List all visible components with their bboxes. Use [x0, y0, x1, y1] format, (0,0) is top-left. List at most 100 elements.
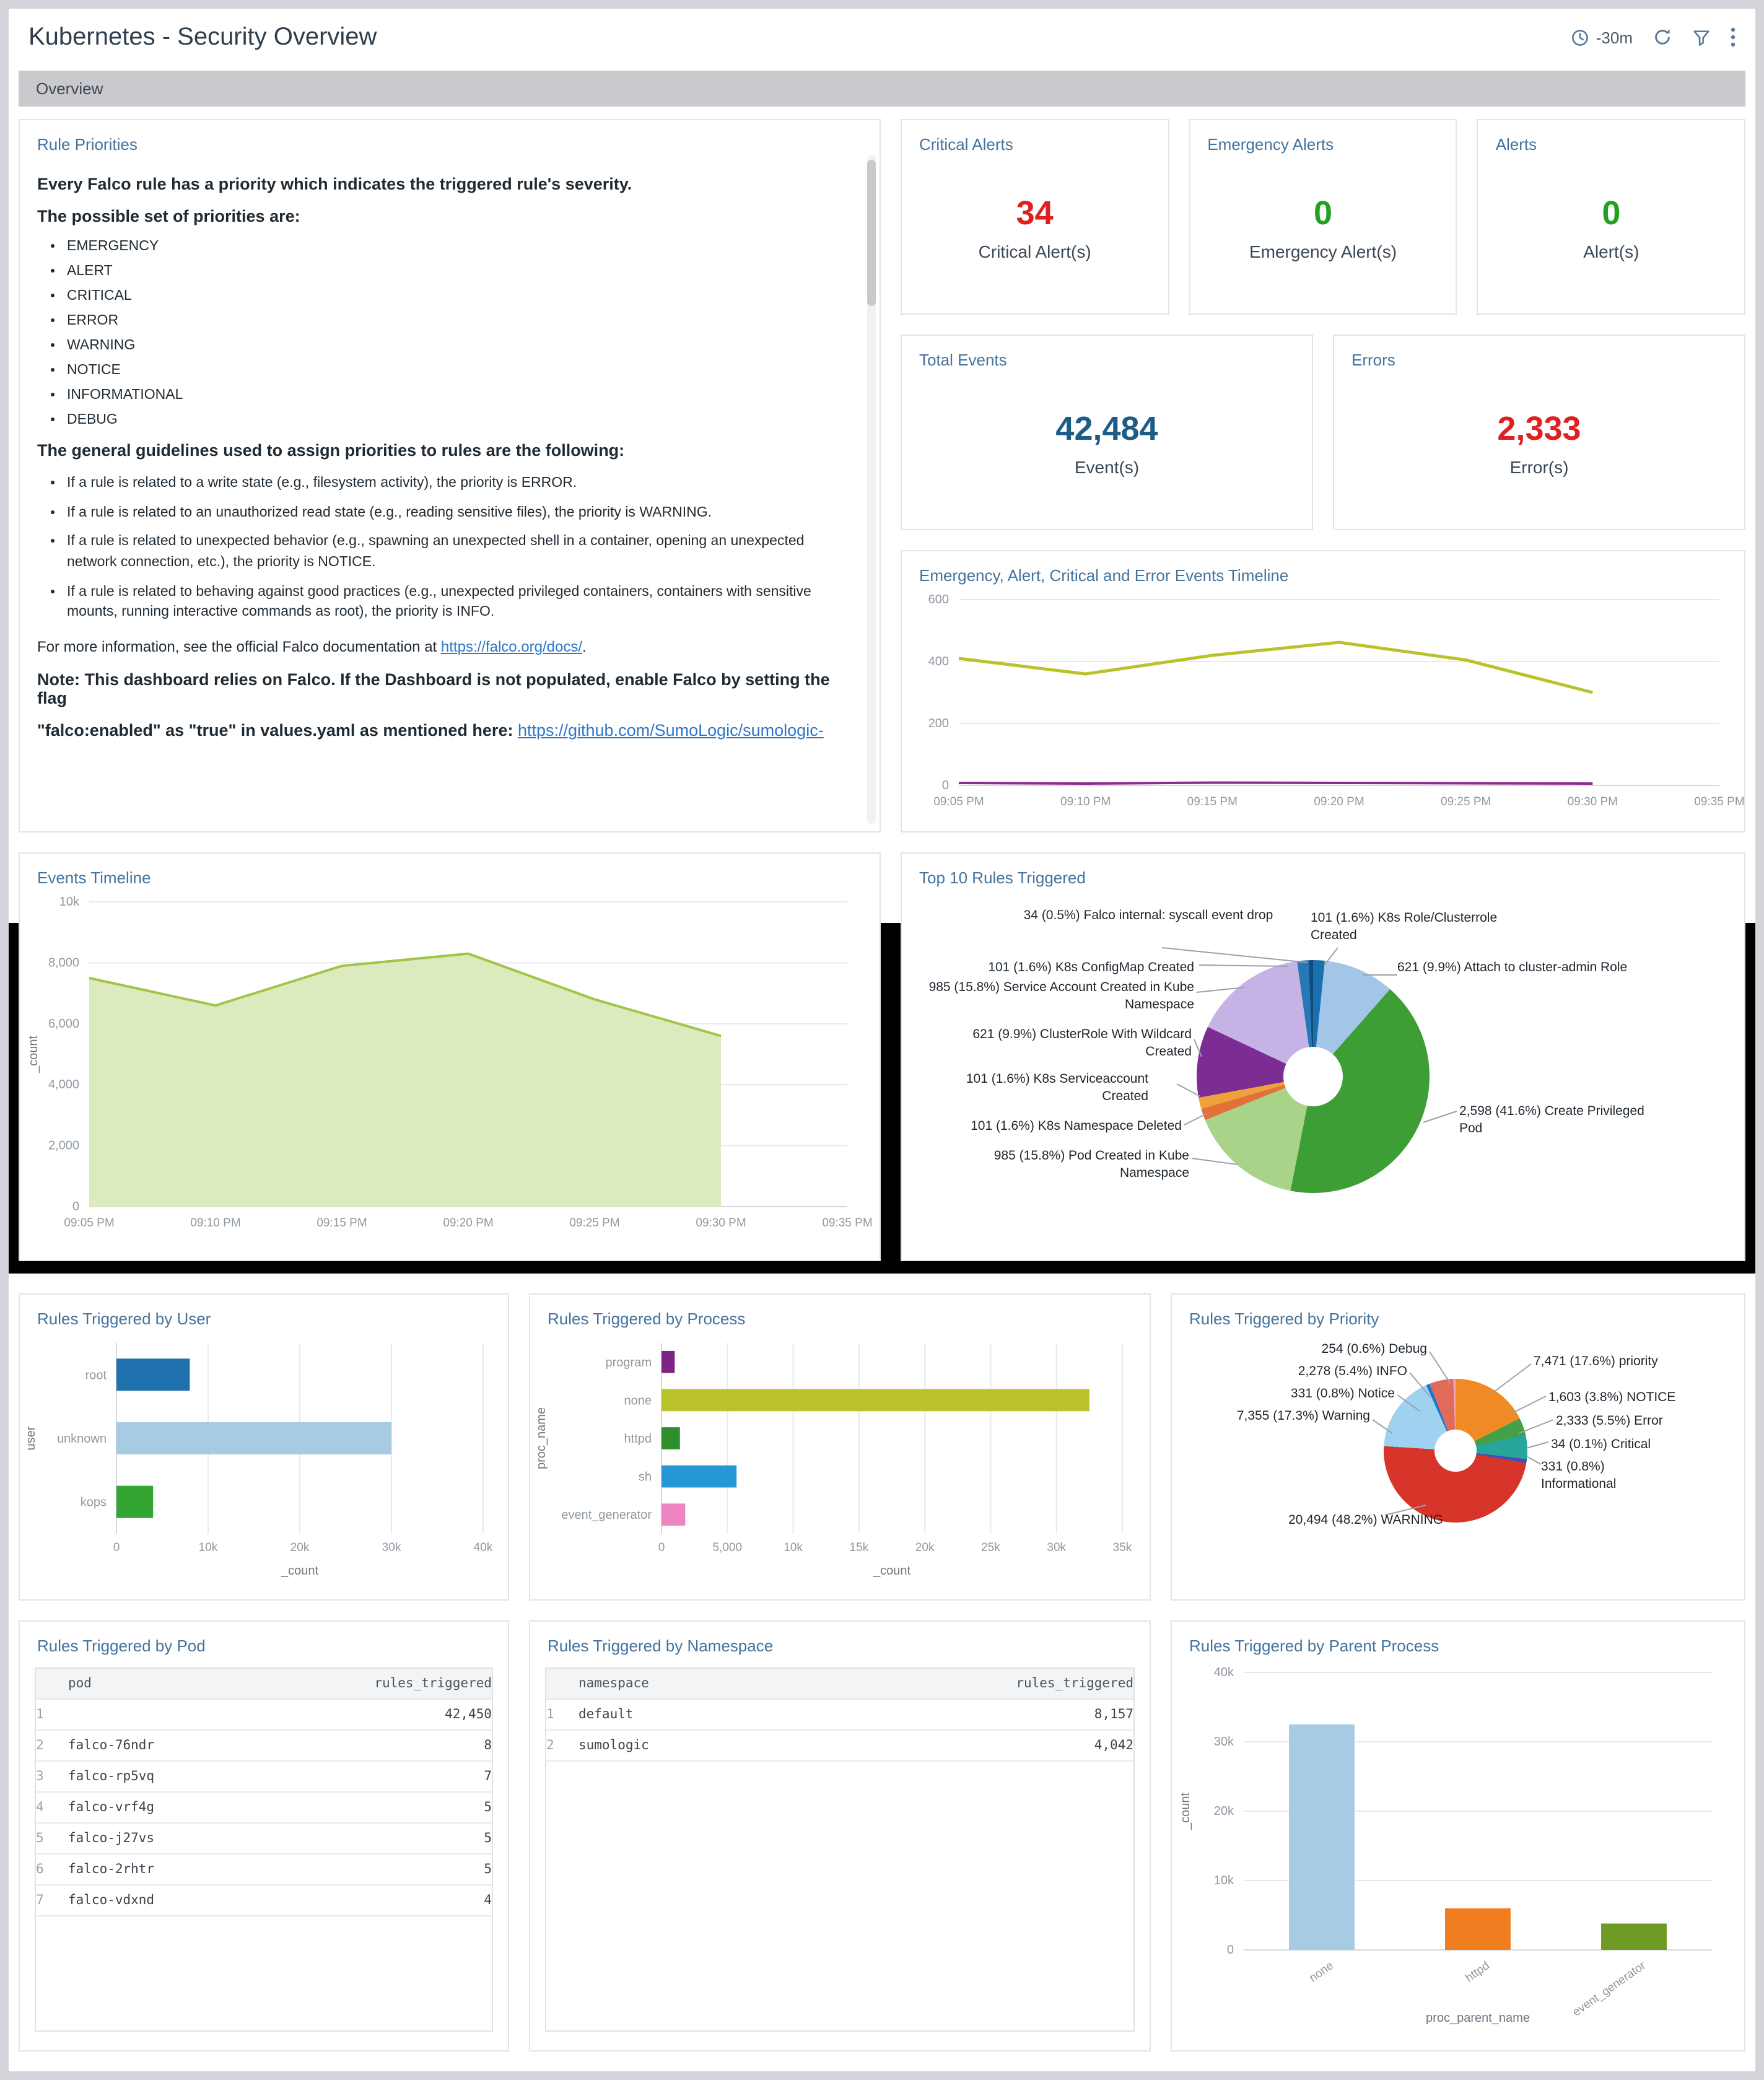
- time-range-button[interactable]: -30m: [1571, 28, 1633, 46]
- svg-text:600: 600: [928, 593, 949, 606]
- pie-label-info: 2,278 (5.4%) INFO: [1298, 1364, 1407, 1379]
- svg-text:09:05 PM: 09:05 PM: [933, 795, 984, 808]
- header: Kubernetes - Security Overview -30m: [9, 9, 1755, 66]
- kpi-errors: Errors 2,333 Error(s): [1333, 334, 1745, 530]
- svg-text:09:25 PM: 09:25 PM: [569, 1217, 619, 1230]
- rules_by_namespace: namespace rules_triggered 1 default 8,157 2 su…: [546, 1669, 1133, 1762]
- table-row: 1 42,450: [36, 1699, 492, 1731]
- list-item: WARNING: [67, 338, 847, 353]
- list-item: NOTICE: [67, 363, 847, 378]
- panel-title: Rules Triggered by Namespace: [548, 1636, 774, 1655]
- pie-label-error: 2,333 (5.5%) Error: [1556, 1414, 1663, 1428]
- dashboard: Kubernetes - Security Overview -30m Over…: [9, 9, 1755, 2071]
- svg-text:09:25 PM: 09:25 PM: [1441, 795, 1491, 808]
- panel-rules-by-user: Rules Triggered by User 0 10k 20k 30k 40k roo…: [19, 1293, 509, 1601]
- svg-text:30k: 30k: [382, 1541, 401, 1554]
- rules-by-process-chart[interactable]: 0 5,000 10k 15k 20k 25k 30k 35k program none httpd…: [530, 1328, 1150, 1581]
- kpi-alerts: Alerts 0 Alert(s): [1477, 119, 1746, 315]
- kpi-label: Event(s): [1074, 457, 1140, 476]
- guidelines-heading: The general guidelines used to assign pr…: [37, 441, 625, 460]
- svg-text:_count: _count: [281, 1564, 318, 1578]
- panel-title: Emergency Alerts: [1207, 135, 1334, 154]
- svg-text:20k: 20k: [1214, 1804, 1234, 1818]
- kpi-total-events: Total Events 42,484 Event(s): [901, 334, 1313, 530]
- svg-text:40k: 40k: [1214, 1666, 1234, 1679]
- panel-top-rules: Top 10 Rules Triggered 101 (1.6%) K8s Ro…: [901, 852, 1745, 1261]
- svg-text:none: none: [624, 1394, 652, 1407]
- panel-title: Emergency, Alert, Critical and Error Eve…: [919, 566, 1289, 585]
- scrollbar-track: [867, 155, 876, 824]
- pie-label-warning-upper: 20,494 (48.2%) WARNING: [1288, 1513, 1444, 1527]
- kpi-label: Emergency Alert(s): [1249, 241, 1397, 261]
- donut-hole: [1283, 1047, 1343, 1106]
- note-line-2-text: "falco:enabled" as "true" in values.yaml…: [37, 721, 518, 740]
- guidelines-list: If a rule is related to a write state (e…: [37, 473, 847, 623]
- rules-by-priority-chart[interactable]: 7,471 (17.6%) priority 1,603 (3.8%) NOTI…: [1172, 1295, 1744, 1599]
- table-row: 3 falco-rp5vq 7: [36, 1761, 492, 1793]
- rules-by-parent-chart[interactable]: 0 10k 20k 30k 40k none httpd event_generator pro…: [1172, 1655, 1744, 2032]
- c-user-svg: 0 10k 20k 30k 40k root unknown kops _count user: [24, 1343, 493, 1578]
- svg-text:program: program: [606, 1356, 652, 1370]
- svg-text:proc_name: proc_name: [535, 1407, 548, 1469]
- top-rules-chart[interactable]: 101 (1.6%) K8s Role/Clusterrole Created …: [902, 854, 1744, 1260]
- priorities-list: EMERGENCY ALERT CRITICAL ERROR WARNING NOTICE…: [37, 239, 847, 427]
- refresh-icon[interactable]: [1653, 27, 1672, 47]
- table-row: 7 falco-vdxnd 4: [36, 1885, 492, 1916]
- note-line-2: "falco:enabled" as "true" in values.yaml…: [37, 721, 847, 740]
- rules-by-namespace-table[interactable]: namespace rules_triggered 1 default 8,157 2 su…: [545, 1667, 1135, 2032]
- svg-text:09:35 PM: 09:35 PM: [822, 1217, 872, 1230]
- kpi-value: 0: [1602, 194, 1621, 231]
- panel-title: Alerts: [1495, 135, 1537, 154]
- rules-by-pod-table[interactable]: pod rules_triggered 1 42,450 2 falco-76ndr 8 3 f…: [35, 1667, 493, 2032]
- svg-text:unknown: unknown: [57, 1432, 107, 1446]
- svg-text:8,000: 8,000: [48, 956, 79, 969]
- kpi-label: Error(s): [1509, 457, 1569, 476]
- svg-text:6,000: 6,000: [48, 1017, 79, 1031]
- kebab-menu-icon[interactable]: [1731, 27, 1736, 47]
- pie-label-critical: 34 (0.1%) Critical: [1551, 1437, 1651, 1452]
- scrollbar-thumb[interactable]: [867, 160, 876, 306]
- table-row: 2 sumologic 4,042: [546, 1730, 1133, 1762]
- rules_by_pod: pod rules_triggered 1 42,450 2 falco-76ndr 8 3 f…: [36, 1669, 492, 1916]
- svg-text:09:20 PM: 09:20 PM: [443, 1217, 493, 1230]
- tab-overview[interactable]: Overview: [36, 79, 103, 98]
- table-header-row: namespace rules_triggered: [546, 1669, 1133, 1700]
- svg-text:09:10 PM: 09:10 PM: [190, 1217, 240, 1230]
- svg-text:2,000: 2,000: [48, 1139, 79, 1153]
- svg-text:kops: kops: [81, 1496, 107, 1510]
- pie-label-attach-cluster-admin-role: 621 (9.9%) Attach to cluster-admin Role: [1397, 960, 1628, 975]
- table-row: 6 falco-2rhtr 5: [36, 1854, 492, 1886]
- svg-text:09:05 PM: 09:05 PM: [64, 1217, 114, 1230]
- falco-docs-link[interactable]: https://falco.org/docs/: [440, 638, 583, 656]
- more-info-prefix: For more information, see the official F…: [37, 638, 441, 656]
- kpi-value: 2,333: [1497, 409, 1581, 447]
- svg-text:httpd: httpd: [1463, 1959, 1492, 1985]
- svg-text:0: 0: [658, 1541, 665, 1554]
- emergency-timeline-chart[interactable]: 0 200 400 600 09:05 PM 09:10 PM 09:15 PM 09:20 …: [902, 585, 1744, 820]
- rules-by-user-chart[interactable]: 0 10k 20k 30k 40k root unknown kops _count user: [20, 1328, 508, 1581]
- pie-label-falco-internal-syscall-drop: 34 (0.5%) Falco internal: syscall event …: [1023, 908, 1273, 923]
- c-process-svg: 0 5,000 10k 15k 20k 25k 30k 35k program none httpd…: [535, 1343, 1132, 1578]
- filter-icon[interactable]: [1692, 28, 1711, 46]
- svg-text:user: user: [24, 1426, 38, 1450]
- note-line-1: Note: This dashboard relies on Falco. If…: [37, 670, 830, 708]
- panel-rules-by-namespace: Rules Triggered by Namespace namespace ru…: [529, 1620, 1151, 2052]
- c-parent-svg: 0 10k 20k 30k 40k none httpd event_generatorpro…: [1179, 1666, 1712, 2025]
- svg-text:root: root: [85, 1368, 107, 1382]
- panel-title: Rule Priorities: [37, 135, 138, 154]
- list-item: If a rule is related to an unauthorized …: [67, 502, 847, 523]
- pie-label-service-account-created: 985 (15.8%) Service Account Created in K…: [928, 980, 1194, 1012]
- row-3: Rules Triggered by User 0 10k 20k 30k 40k roo…: [19, 1293, 1745, 1601]
- tab-bar: Overview: [19, 71, 1745, 107]
- table-row: 2 falco-76ndr 8: [36, 1730, 492, 1762]
- svg-text:0: 0: [113, 1541, 120, 1554]
- panel-title: Rules Triggered by Pod: [37, 1636, 206, 1655]
- svg-text:10k: 10k: [784, 1541, 803, 1554]
- kpi-emergency-alerts: Emergency Alerts 0 Emergency Alert(s): [1189, 119, 1457, 315]
- github-link[interactable]: https://github.com/SumoLogic/sumologic-: [517, 721, 824, 740]
- panel-title: Rules Triggered by Process: [548, 1309, 746, 1328]
- events-timeline-chart[interactable]: 0 2,000 4,000 6,000 8,000 10k 09:05 PM 09:10 PM…: [20, 887, 880, 1244]
- svg-text:sh: sh: [639, 1470, 652, 1484]
- svg-text:400: 400: [928, 655, 949, 668]
- list-item: ERROR: [67, 313, 847, 328]
